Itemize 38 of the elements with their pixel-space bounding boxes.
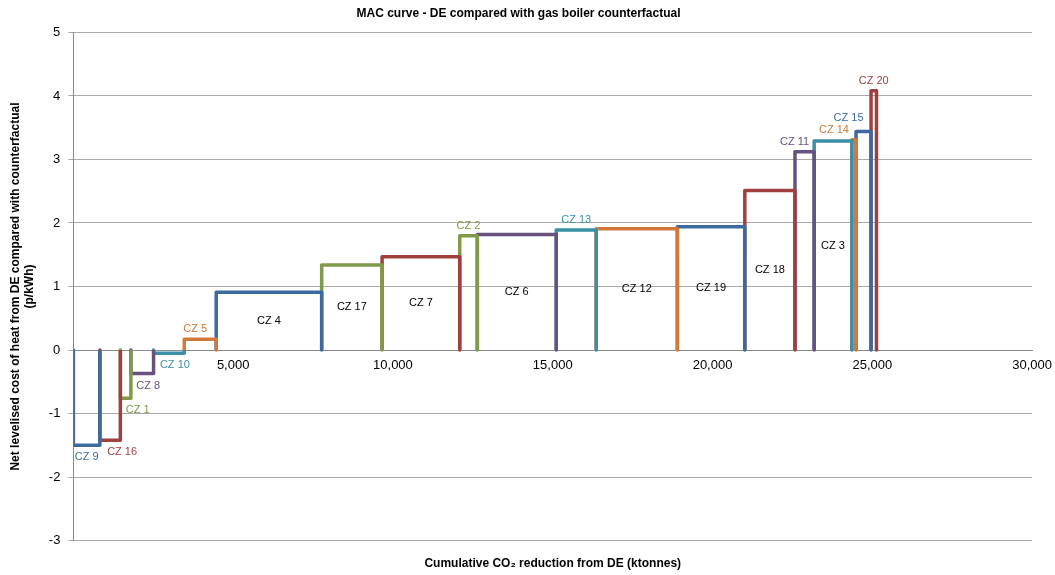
series-label: CZ 20 xyxy=(858,73,889,86)
y-tick-label: 0 xyxy=(53,341,61,357)
chart-title: MAC curve - DE compared with gas boiler counterfactual xyxy=(356,5,681,20)
series-label: CZ 14 xyxy=(818,122,849,135)
series-label: CZ 19 xyxy=(696,281,727,294)
x-tick-label: 25,000 xyxy=(852,357,893,373)
y-tick-label: -3 xyxy=(48,532,61,548)
series-label: CZ 9 xyxy=(74,450,99,463)
x-tick-label: 5,000 xyxy=(216,357,250,373)
y-tick-label: 2 xyxy=(53,214,61,230)
series-label: CZ 16 xyxy=(107,445,138,458)
series-label: CZ 8 xyxy=(136,378,161,391)
series-label: CZ 13 xyxy=(561,212,592,225)
y-tick-label: 4 xyxy=(53,87,61,103)
x-tick-label: 20,000 xyxy=(692,357,733,373)
x-tick-label: 15,000 xyxy=(532,357,573,373)
series-label: CZ 15 xyxy=(833,110,864,123)
series-label: CZ 17 xyxy=(336,300,367,313)
series-label: CZ 3 xyxy=(821,238,845,251)
x-axis-title: Cumulative CO₂ reduction from DE (ktonnes) xyxy=(424,556,682,571)
series-label: CZ 11 xyxy=(780,134,810,147)
text: CZ 12 xyxy=(621,282,652,295)
y-axis-title: Net levelised cost of heat from DE compared with counterfactual (p/kWh) xyxy=(7,102,36,471)
y-tick-label: 5 xyxy=(53,23,61,39)
y-tick-label: 3 xyxy=(53,151,61,167)
series-label: CZ 2 xyxy=(456,218,481,231)
text: CZ 6 xyxy=(504,285,529,298)
series-label: CZ 1 xyxy=(125,403,150,416)
x-tick-label: 10,000 xyxy=(373,357,413,373)
y-tick-label: 1 xyxy=(53,278,61,294)
series-label: CZ 5 xyxy=(183,322,208,335)
series-label: CZ 10 xyxy=(159,358,190,371)
y-tick-label: -2 xyxy=(48,468,61,484)
series-label: CZ 4 xyxy=(257,314,281,327)
x-tick-label: 30,000 xyxy=(1012,357,1052,373)
y-tick-label: -1 xyxy=(48,405,61,421)
series-label: CZ 18 xyxy=(754,263,785,276)
text: CZ 7 xyxy=(408,296,433,309)
